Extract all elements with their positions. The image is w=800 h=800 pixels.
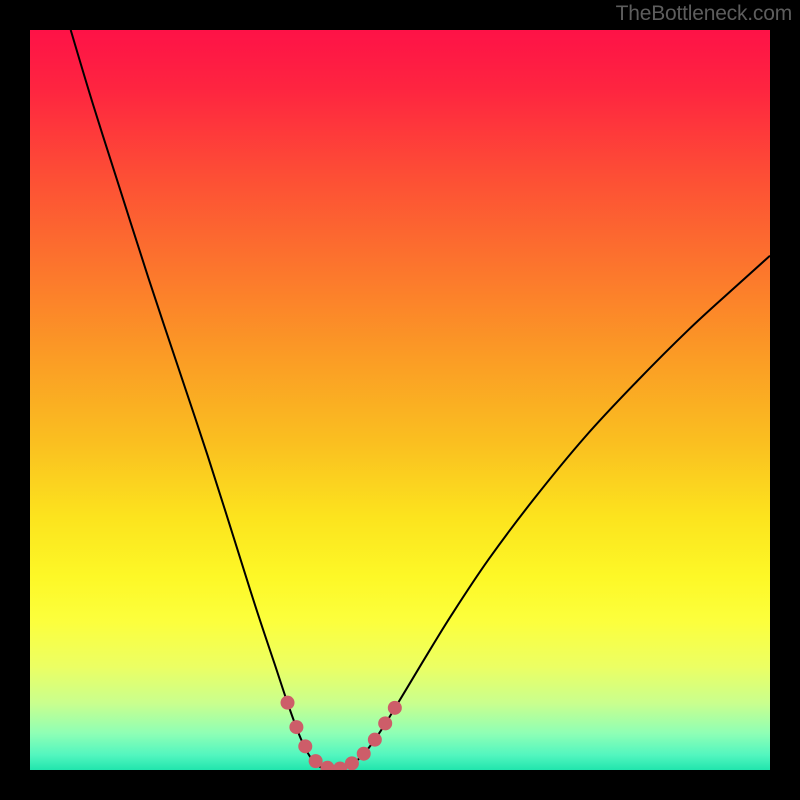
chart-frame: TheBottleneck.com bbox=[0, 0, 800, 800]
watermark-label: TheBottleneck.com bbox=[616, 2, 792, 26]
plot-area bbox=[30, 30, 770, 770]
chart-background-gradient bbox=[30, 30, 770, 770]
gradient-rect bbox=[30, 30, 770, 770]
